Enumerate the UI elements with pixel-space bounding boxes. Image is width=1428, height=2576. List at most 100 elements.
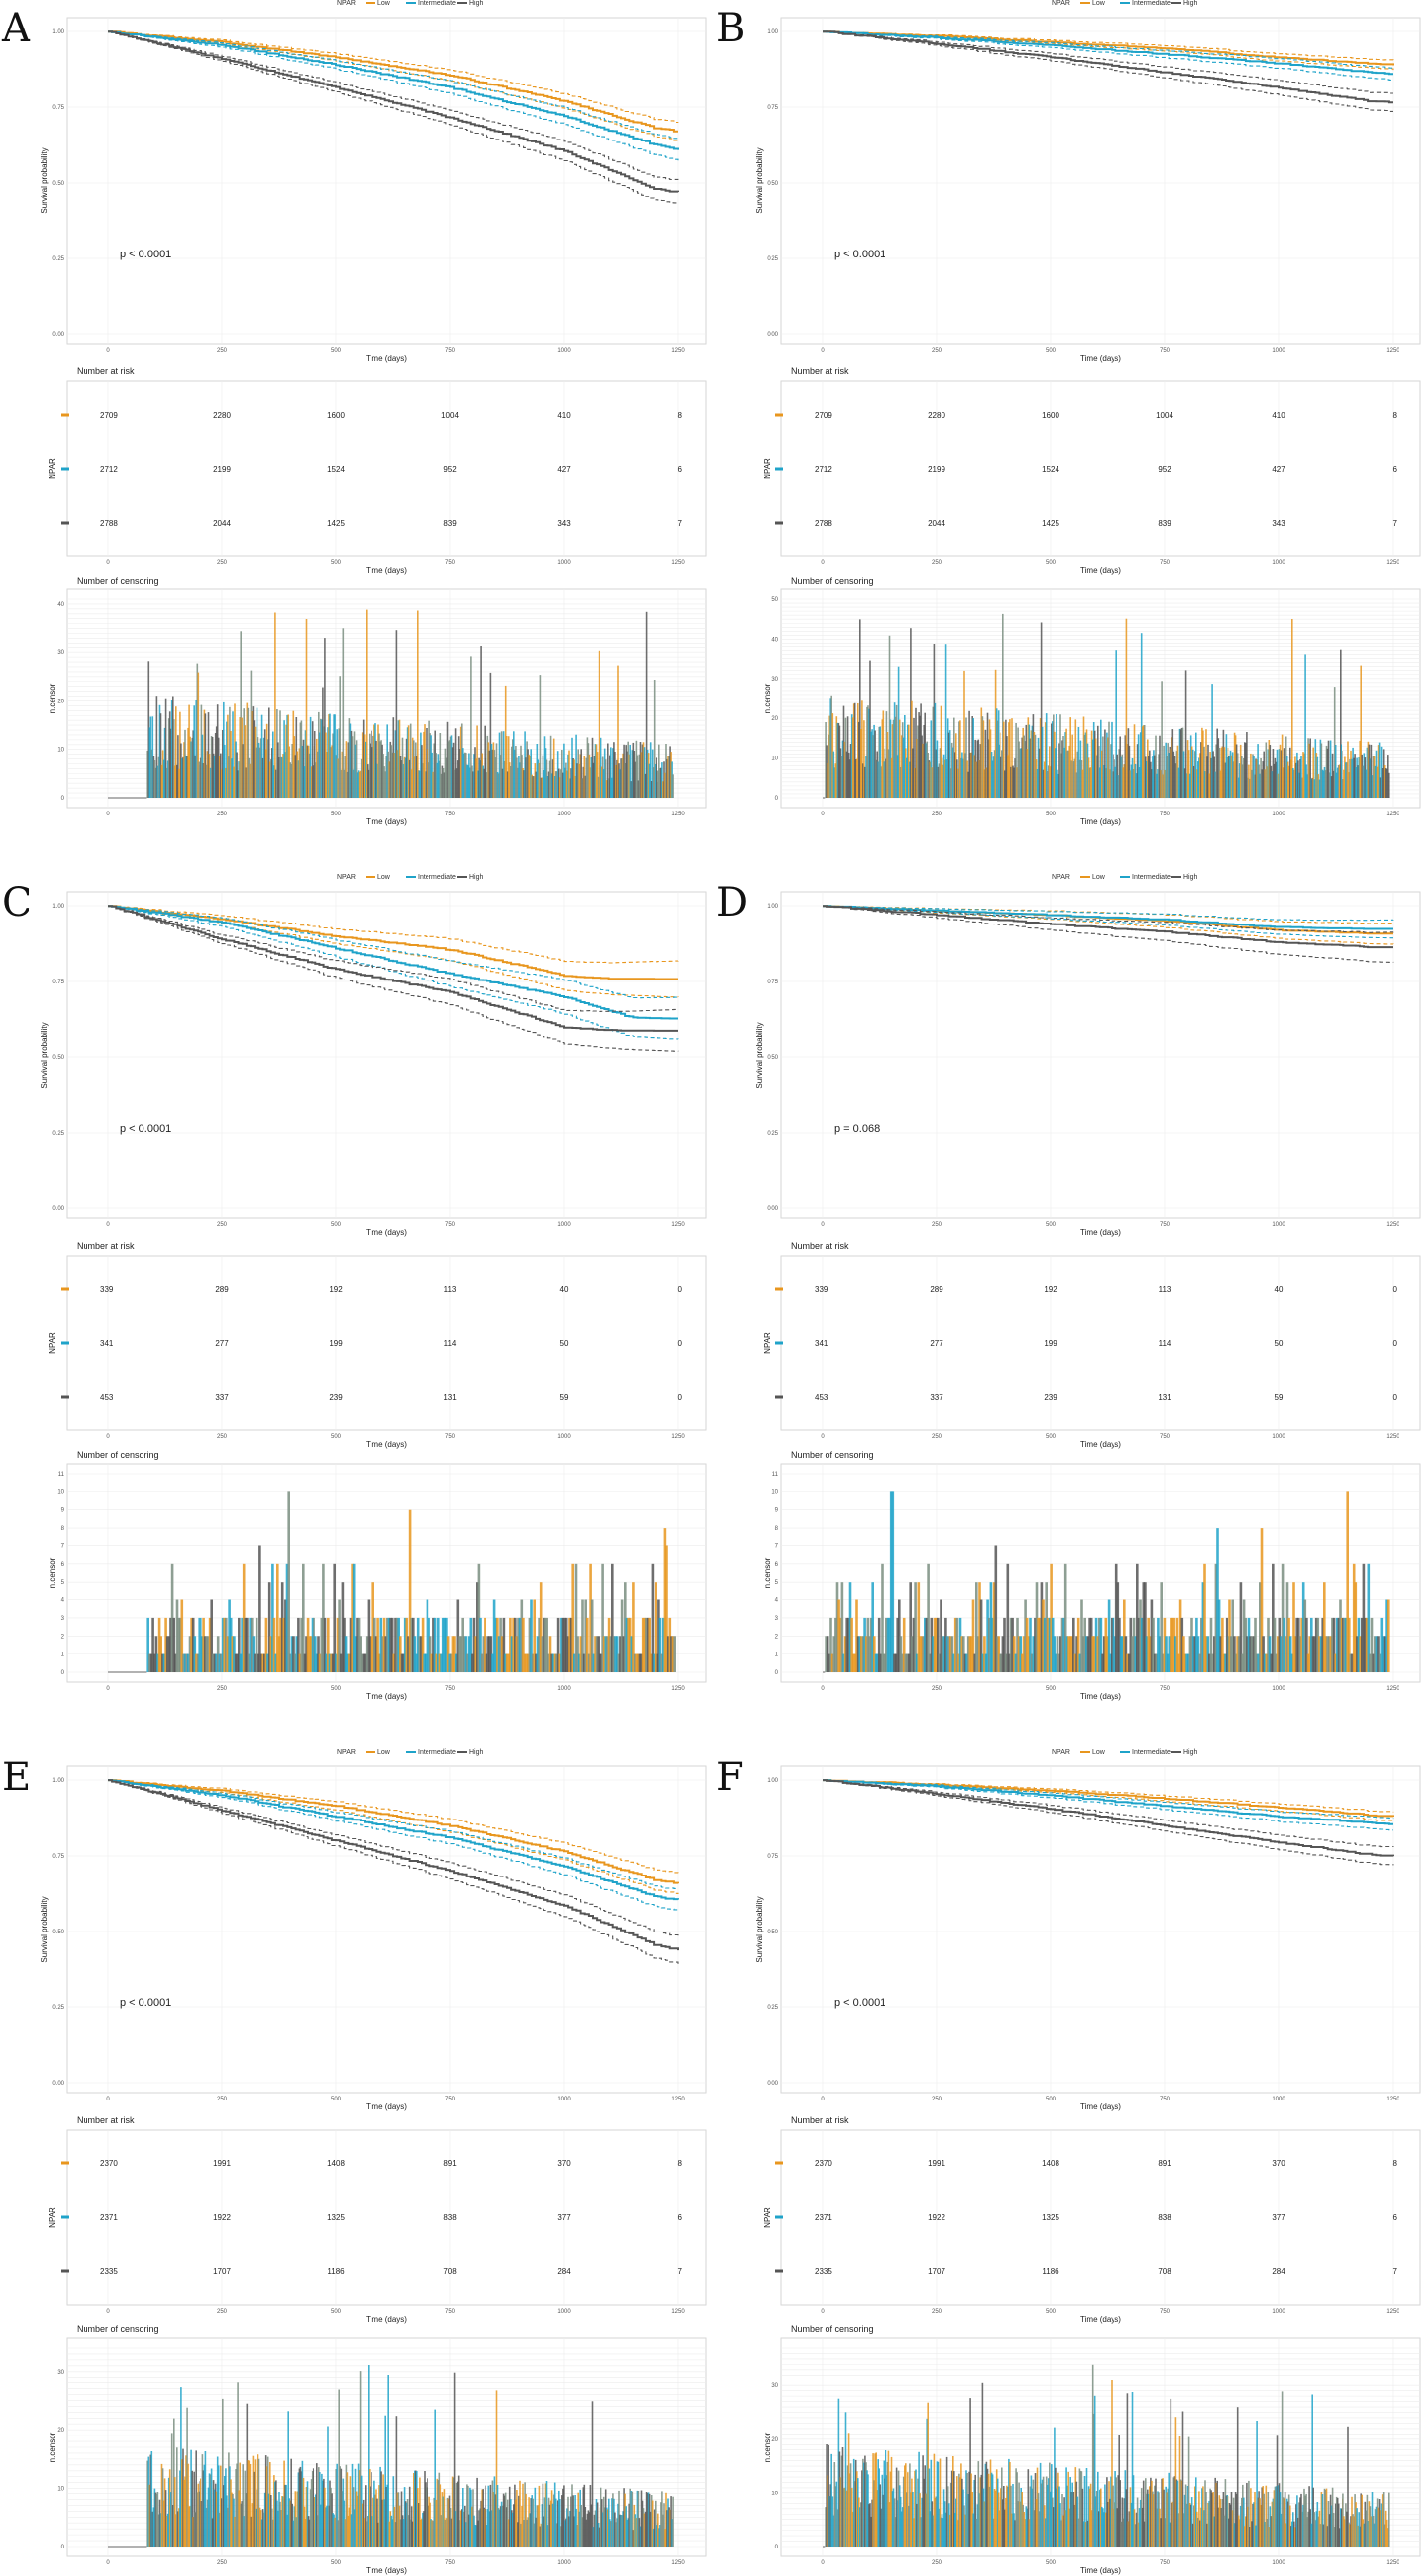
censor-bar: [423, 731, 425, 798]
censor-bar: [357, 2463, 360, 2547]
censor-bar: [1298, 2502, 1300, 2547]
censor-bar: [598, 2527, 600, 2547]
censor-bar: [1353, 2516, 1355, 2547]
censor-bar: [372, 2497, 374, 2547]
legend: NPAR Low Intermediate High: [1052, 0, 1198, 7]
censor-bar: [598, 650, 600, 798]
censor-bar: [901, 2507, 904, 2547]
censor-bar: [1229, 1636, 1233, 1672]
censor-bar: [509, 1617, 512, 1672]
censor-bar: [668, 756, 670, 798]
censor-bar: [625, 745, 627, 798]
censor-bar: [636, 2490, 639, 2547]
censor-bar: [1309, 738, 1311, 798]
censor-bar: [979, 2477, 982, 2547]
censor-bar: [221, 2498, 223, 2547]
ci-lower-intermediate: [108, 30, 679, 161]
censor-bar: [539, 1582, 543, 1672]
censor-bar: [231, 758, 233, 798]
censor-bar: [611, 1563, 614, 1672]
censor-bar: [1095, 755, 1098, 798]
censor-bar: [510, 1636, 514, 1672]
censor-bar: [448, 2495, 451, 2547]
y-axis-title: Survival probability: [40, 1896, 49, 1962]
censor-bar: [562, 2488, 564, 2547]
censor-bar: [1133, 724, 1136, 798]
censor-bar: [351, 2463, 354, 2547]
censor-bar: [1368, 744, 1371, 798]
censor-bar: [1328, 772, 1331, 798]
censor-bar: [346, 2472, 349, 2547]
censor-bar: [1247, 2506, 1249, 2547]
legend-label-high: High: [1183, 0, 1198, 7]
censor-bar: [1059, 1636, 1062, 1672]
censor-bar: [336, 1617, 340, 1672]
censor-bar: [335, 755, 337, 798]
censor-bar: [561, 750, 563, 798]
censor-bar: [657, 2513, 659, 2547]
censor-bar: [981, 2382, 984, 2547]
risk-value: 370: [1272, 2159, 1285, 2168]
censor-bar: [828, 1653, 831, 1672]
censor-bar: [563, 743, 565, 798]
censor-bar: [1251, 2521, 1253, 2547]
censor-bar: [635, 1653, 638, 1672]
risk-x-tick-label: 0: [821, 560, 825, 566]
censor-bar: [945, 759, 948, 798]
censor-bar: [461, 723, 463, 798]
risk-value: 2335: [100, 2268, 118, 2276]
censor-bar: [1082, 716, 1085, 798]
censor-bar: [286, 2514, 288, 2547]
censor-bar: [1117, 2475, 1119, 2547]
censor-bar: [870, 731, 872, 798]
censor-bar: [438, 760, 441, 798]
censor-bar: [337, 758, 339, 798]
censor-bar: [1231, 2510, 1234, 2547]
censor-bar: [383, 766, 385, 798]
censor-bar: [1293, 1636, 1297, 1672]
censor-bar: [1269, 745, 1272, 798]
censor-bar: [831, 713, 834, 798]
censor-bar: [830, 2453, 832, 2547]
censor-bar: [1313, 2512, 1315, 2547]
censor-bar: [1032, 1636, 1035, 1672]
censor-bar: [331, 2493, 333, 2547]
censor-bar: [1324, 1636, 1328, 1672]
censor-bar: [1132, 1617, 1136, 1672]
censor-bar: [595, 1636, 599, 1672]
censor-bar: [277, 1636, 281, 1672]
censor-x-tick-label: 250: [217, 812, 228, 817]
censor-bar: [1382, 2492, 1385, 2547]
censor-bar: [1101, 2506, 1103, 2547]
censor-bar: [636, 755, 639, 798]
censor-bar: [373, 2480, 375, 2547]
censor-bar: [533, 2523, 535, 2547]
x-tick-label: 1000: [557, 348, 571, 354]
censor-bar: [1348, 2522, 1350, 2547]
p-value: p < 0.0001: [834, 1997, 885, 2009]
censor-bar: [373, 724, 375, 798]
censor-bar: [662, 2514, 664, 2547]
censor-bar: [1349, 758, 1351, 798]
censor-bar: [408, 759, 411, 798]
censor-bar: [927, 1563, 930, 1672]
censor-bar: [890, 757, 893, 798]
censor-bar: [394, 730, 397, 798]
censor-bar: [861, 2470, 863, 2547]
censor-bar: [259, 738, 262, 798]
censor-bar: [579, 2489, 581, 2547]
censor-bar: [1111, 1617, 1114, 1672]
x-tick-label: 1000: [1272, 348, 1285, 354]
censor-bar: [900, 735, 903, 798]
censor-bar: [1236, 2407, 1239, 2547]
censor-bar: [1356, 1636, 1359, 1672]
censor-bar: [1000, 1653, 1003, 1672]
censor-bar: [610, 2521, 612, 2547]
censor-bar: [861, 1636, 865, 1672]
censor-bar: [1340, 2508, 1342, 2547]
censor-bar: [942, 2518, 944, 2547]
censor-bar: [600, 737, 602, 798]
censor-bar: [1301, 777, 1303, 798]
x-tick-label: 500: [1046, 348, 1057, 354]
censor-bar: [625, 1617, 629, 1672]
